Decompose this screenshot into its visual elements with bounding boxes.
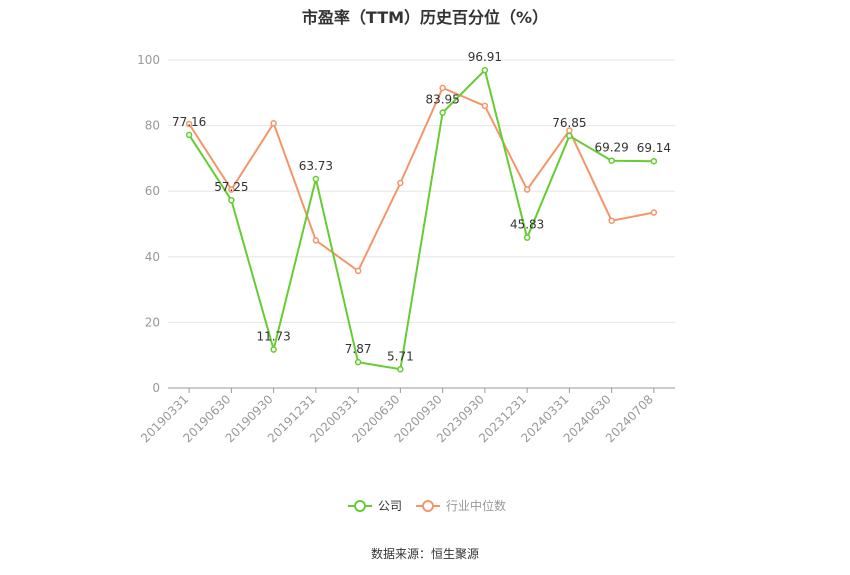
data-point xyxy=(608,217,615,224)
data-point xyxy=(439,84,446,92)
data-point xyxy=(185,131,193,139)
legend-label: 行业中位数 xyxy=(446,498,506,513)
grid-lines xyxy=(168,59,675,323)
y-tick-label: 60 xyxy=(145,184,160,198)
data-point xyxy=(312,237,320,244)
data-label: 5.71 xyxy=(387,349,414,363)
data-label: 69.29 xyxy=(594,141,628,155)
data-label: 76.85 xyxy=(552,116,586,130)
data-label: 7.87 xyxy=(345,342,372,356)
data-point xyxy=(608,157,615,164)
y-axis: 0 20 40 60 80 100 xyxy=(137,53,160,395)
data-label: 11.73 xyxy=(256,330,290,344)
data-point xyxy=(650,209,658,216)
data-label: 63.73 xyxy=(299,159,333,173)
data-point xyxy=(270,120,277,127)
y-tick-label: 40 xyxy=(145,250,160,264)
data-point xyxy=(566,132,573,140)
data-point xyxy=(439,109,446,116)
data-point xyxy=(354,267,362,275)
data-label: 45.83 xyxy=(510,218,544,232)
data-point xyxy=(228,196,235,204)
legend: 公司 行业中位数 xyxy=(348,498,506,513)
data-point xyxy=(481,66,489,74)
data-label: 96.91 xyxy=(468,50,502,64)
legend-marker xyxy=(354,500,366,512)
y-tick-label: 0 xyxy=(152,381,160,395)
data-point xyxy=(354,358,362,366)
data-point xyxy=(185,120,193,128)
series-line-company xyxy=(188,68,654,371)
chart-title: 市盈率（TTM）历史百分位（%） xyxy=(301,8,549,27)
legend-label: 公司 xyxy=(378,499,402,513)
data-point xyxy=(270,346,277,353)
series-layer xyxy=(185,66,658,373)
data-point xyxy=(523,186,531,193)
y-tick-label: 20 xyxy=(145,315,160,329)
data-point xyxy=(228,186,235,193)
x-axis: 2019033120190630201909302019123120200331… xyxy=(138,387,675,445)
series-line-industry xyxy=(188,86,655,273)
y-tick-label: 100 xyxy=(137,53,160,67)
legend-item-industry: 行业中位数 xyxy=(416,498,506,513)
y-tick-label: 80 xyxy=(145,119,160,133)
data-label: 57.25 xyxy=(214,180,248,194)
data-labels: 77.16 57.25 11.73 63.73 7.87 5.71 83.95 96.91 45… xyxy=(172,50,671,363)
data-point xyxy=(397,179,404,187)
data-point xyxy=(523,234,531,241)
data-label: 69.14 xyxy=(637,141,671,155)
data-point xyxy=(650,157,658,165)
data-point xyxy=(312,175,320,183)
legend-item-company: 公司 xyxy=(348,499,402,513)
data-label: 83.95 xyxy=(425,93,459,107)
legend-marker xyxy=(422,500,434,512)
data-point xyxy=(397,366,404,373)
data-label: 77.16 xyxy=(172,115,206,129)
data-point xyxy=(481,102,489,110)
data-source: 数据来源：恒生聚源 xyxy=(370,547,479,561)
